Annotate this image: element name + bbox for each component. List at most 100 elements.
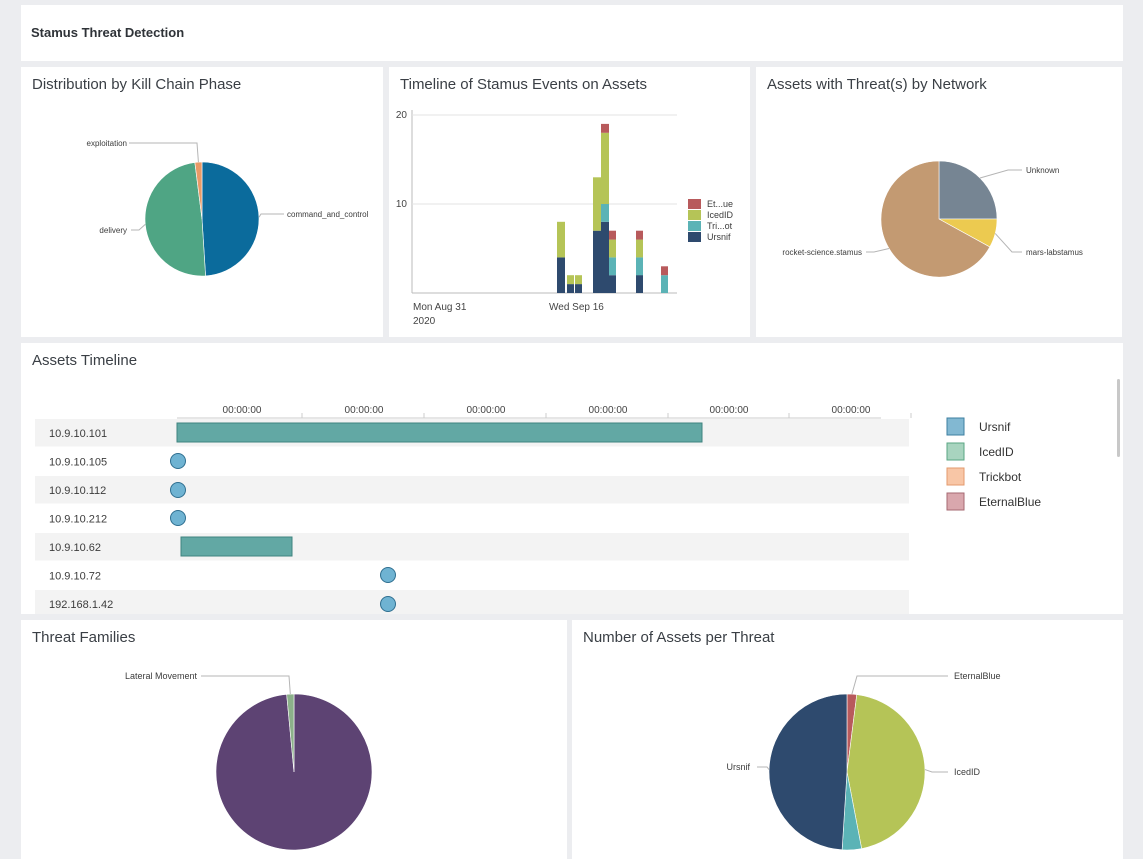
assets-timeline-title: Assets Timeline [32, 352, 138, 369]
kill-chain-label-exploitation: exploitation [87, 139, 127, 148]
timeline-event-point[interactable] [170, 510, 186, 526]
events-bar-ursnif[interactable] [601, 221, 609, 293]
timeline-row-label: 10.9.10.112 [49, 485, 106, 497]
events-bar-et-ue[interactable] [609, 230, 616, 240]
timeline-legend-eternalblue[interactable]: EternalBlue [979, 495, 1041, 509]
timeline-row-label: 192.168.1.42 [49, 599, 113, 611]
network-label-rocket-science-stamus: rocket-science.stamus [782, 248, 862, 257]
timeline-event-bar[interactable] [176, 422, 703, 443]
network-label-mars-labstamus: mars-labstamus [1026, 248, 1083, 257]
assets-per-threat-leader-line [757, 766, 770, 770]
timeline-event-point[interactable] [380, 567, 396, 583]
events-legend-label[interactable]: IcedID [707, 210, 734, 220]
network-leader-line [994, 233, 1022, 253]
events-legend-swatch [688, 232, 701, 242]
assets-per-threat-leader-line [924, 769, 948, 773]
timeline-legend-swatch [946, 492, 965, 511]
events-bar-chart: 10 20 Mon Aug 31 2020 Wed Sep 16 Et...ueIce… [396, 110, 734, 327]
events-legend-label[interactable]: Et...ue [707, 199, 733, 209]
page-title: Stamus Threat Detection [31, 25, 185, 40]
timeline-legend-trickbot[interactable]: Trickbot [979, 470, 1022, 484]
network-slice-rocket-science-stamus[interactable] [880, 160, 991, 278]
timeline-row-band [35, 476, 909, 504]
network-title: Assets with Threat(s) by Network [767, 76, 987, 93]
events-bar-ursnif[interactable] [567, 284, 574, 293]
network-pie: Unknown mars-labstamus rocket-science.stam… [782, 160, 1083, 278]
events-y-tick-label: 20 [396, 110, 408, 121]
threat-families-pie: Lateral Movement [125, 671, 373, 851]
events-bar-tri-ot[interactable] [661, 275, 668, 293]
events-timeline-title: Timeline of Stamus Events on Assets [400, 76, 648, 93]
events-bar-ursnif[interactable] [557, 257, 565, 293]
assets-per-threat-title: Number of Assets per Threat [583, 629, 775, 646]
dashboard-header: Stamus Threat Detection [21, 5, 1123, 61]
kill-chain-slice-command-and-control[interactable] [201, 161, 260, 277]
events-legend-label[interactable]: Ursnif [707, 232, 731, 242]
events-legend-label[interactable]: Tri...ot [707, 221, 733, 231]
events-bar-icedid[interactable] [567, 275, 574, 285]
timeline-tick-label: 00:00:00 [710, 405, 749, 416]
events-legend-swatch [688, 221, 701, 231]
events-bar-et-ue[interactable] [636, 230, 643, 240]
timeline-legend-ursnif[interactable]: Ursnif [979, 420, 1011, 434]
timeline-legend-icedid[interactable]: IcedID [979, 445, 1014, 459]
assets-per-threat-label-ursnif: Ursnif [726, 762, 750, 772]
threat-families-slice-lateral-movement[interactable] [286, 693, 295, 773]
timeline-row-label: 10.9.10.72 [49, 571, 101, 583]
kill-chain-leader-line [258, 213, 284, 218]
events-bar-ursnif[interactable] [575, 284, 582, 293]
timeline-tick-label: 00:00:00 [832, 405, 871, 416]
assets-per-threat-panel: Number of Assets per Threat EternalBlue I… [572, 620, 1123, 859]
events-bar-icedid[interactable] [609, 239, 616, 258]
events-bar-icedid[interactable] [601, 132, 609, 204]
timeline-tick-label: 00:00:00 [589, 405, 628, 416]
threat-families-panel: Threat Families Lateral Movement [21, 620, 567, 859]
assets-per-threat-label-icedid: IcedID [954, 767, 981, 777]
events-x-tick-label: Mon Aug 31 [413, 302, 467, 313]
timeline-row-band [35, 590, 909, 614]
timeline-row-label: 10.9.10.105 [49, 457, 107, 469]
timeline-event-point[interactable] [380, 596, 396, 612]
timeline-event-bar[interactable] [180, 536, 293, 557]
events-bar-tri-ot[interactable] [609, 257, 616, 276]
kill-chain-slice-delivery[interactable] [144, 162, 206, 277]
events-bar-icedid[interactable] [557, 221, 565, 258]
timeline-event-point[interactable] [170, 453, 186, 469]
kill-chain-panel: Distribution by Kill Chain Phase command… [21, 67, 383, 337]
kill-chain-leader-line [131, 223, 146, 231]
timeline-tick-label: 00:00:00 [345, 405, 384, 416]
assets-per-threat-slice-icedid[interactable] [846, 694, 926, 849]
timeline-legend-swatch [946, 442, 965, 461]
network-slice-unknown[interactable] [938, 160, 998, 220]
events-bar-et-ue[interactable] [601, 123, 609, 133]
kill-chain-pie: command_and_control delivery exploitation [87, 139, 369, 277]
threat-families-leader-line [201, 675, 291, 695]
kill-chain-label-delivery: delivery [99, 226, 127, 235]
events-legend-swatch [688, 210, 701, 220]
timeline-row-band [35, 533, 909, 561]
timeline-row-label: 10.9.10.62 [49, 542, 101, 554]
timeline-tick-label: 00:00:00 [223, 405, 262, 416]
assets-timeline-chart: 10.9.10.101 10.9.10.105 10.9.10.112 10.9.10… [35, 405, 1041, 614]
timeline-row-label: 10.9.10.212 [49, 514, 107, 526]
events-bar-tri-ot[interactable] [636, 257, 643, 276]
timeline-event-point[interactable] [170, 482, 186, 498]
vertical-scrollbar[interactable] [1117, 379, 1120, 457]
events-bar-icedid[interactable] [575, 275, 582, 285]
events-bar-ursnif[interactable] [636, 275, 643, 293]
events-bar-et-ue[interactable] [661, 266, 668, 276]
events-legend-swatch [688, 199, 701, 209]
assets-per-threat-pie: EternalBlue IcedID Ursnif [726, 671, 1001, 851]
events-bar-icedid[interactable] [593, 177, 601, 231]
kill-chain-slice-exploitation[interactable] [194, 161, 203, 220]
assets-per-threat-leader-line [851, 675, 948, 695]
network-leader-line [866, 248, 890, 253]
assets-per-threat-label-eternalblue: EternalBlue [954, 671, 1001, 681]
assets-per-threat-slice-ursnif[interactable] [768, 693, 848, 851]
events-bar-ursnif[interactable] [609, 275, 616, 293]
events-bar-ursnif[interactable] [593, 230, 601, 293]
timeline-legend-swatch [946, 417, 965, 436]
events-bar-icedid[interactable] [636, 239, 643, 258]
events-bar-tri-ot[interactable] [601, 204, 609, 222]
events-timeline-panel: Timeline of Stamus Events on Assets 10 20… [389, 67, 750, 337]
